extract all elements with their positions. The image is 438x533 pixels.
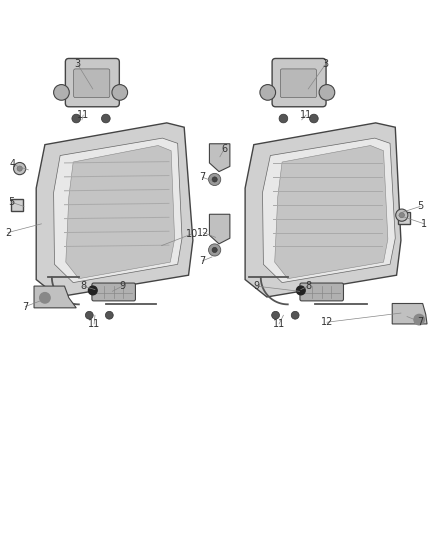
Text: 12: 12 bbox=[197, 228, 209, 238]
Text: 12: 12 bbox=[321, 317, 333, 327]
Circle shape bbox=[399, 213, 404, 218]
Polygon shape bbox=[262, 138, 395, 282]
Text: 8: 8 bbox=[80, 281, 86, 291]
Circle shape bbox=[279, 114, 288, 123]
Polygon shape bbox=[34, 286, 76, 308]
Circle shape bbox=[297, 286, 305, 295]
Text: 4: 4 bbox=[9, 159, 15, 169]
Polygon shape bbox=[209, 144, 230, 172]
Text: 9: 9 bbox=[253, 281, 259, 291]
Text: 7: 7 bbox=[199, 172, 205, 182]
Text: 10: 10 bbox=[186, 229, 198, 239]
Text: 7: 7 bbox=[417, 317, 423, 327]
Text: 8: 8 bbox=[305, 281, 311, 291]
Circle shape bbox=[396, 209, 408, 221]
Polygon shape bbox=[275, 146, 388, 279]
Circle shape bbox=[85, 311, 93, 319]
Polygon shape bbox=[209, 214, 230, 244]
Circle shape bbox=[260, 85, 276, 100]
Circle shape bbox=[212, 177, 217, 182]
FancyBboxPatch shape bbox=[272, 59, 326, 107]
Text: 7: 7 bbox=[22, 302, 28, 312]
Text: 1: 1 bbox=[421, 219, 427, 229]
Circle shape bbox=[291, 311, 299, 319]
Circle shape bbox=[208, 173, 221, 185]
Text: 5: 5 bbox=[8, 197, 14, 207]
FancyBboxPatch shape bbox=[280, 69, 317, 98]
Circle shape bbox=[17, 166, 22, 171]
Text: 2: 2 bbox=[5, 228, 11, 238]
Circle shape bbox=[212, 247, 217, 253]
Text: 11: 11 bbox=[77, 110, 89, 120]
Polygon shape bbox=[66, 146, 175, 279]
Circle shape bbox=[53, 85, 69, 100]
Circle shape bbox=[106, 311, 113, 319]
Circle shape bbox=[208, 244, 221, 256]
FancyBboxPatch shape bbox=[65, 59, 119, 107]
Circle shape bbox=[40, 293, 50, 303]
Polygon shape bbox=[53, 138, 182, 282]
Text: 11: 11 bbox=[300, 110, 312, 120]
Circle shape bbox=[72, 114, 81, 123]
Circle shape bbox=[112, 85, 127, 100]
FancyBboxPatch shape bbox=[398, 212, 410, 224]
Circle shape bbox=[414, 314, 424, 325]
FancyBboxPatch shape bbox=[92, 283, 135, 301]
Text: 6: 6 bbox=[221, 144, 227, 154]
Circle shape bbox=[310, 114, 318, 123]
Text: 3: 3 bbox=[74, 59, 81, 69]
Circle shape bbox=[319, 85, 335, 100]
FancyBboxPatch shape bbox=[74, 69, 110, 98]
FancyBboxPatch shape bbox=[300, 283, 343, 301]
Polygon shape bbox=[245, 123, 401, 297]
Polygon shape bbox=[392, 303, 427, 324]
Circle shape bbox=[272, 311, 279, 319]
Text: 7: 7 bbox=[199, 256, 205, 266]
Text: 3: 3 bbox=[322, 59, 328, 69]
Circle shape bbox=[14, 163, 26, 175]
Circle shape bbox=[88, 286, 97, 295]
FancyBboxPatch shape bbox=[11, 199, 23, 211]
Text: 11: 11 bbox=[88, 319, 100, 329]
Polygon shape bbox=[36, 123, 193, 297]
Text: 9: 9 bbox=[119, 281, 125, 291]
Text: 5: 5 bbox=[417, 201, 423, 212]
Circle shape bbox=[102, 114, 110, 123]
Text: 11: 11 bbox=[273, 319, 285, 329]
